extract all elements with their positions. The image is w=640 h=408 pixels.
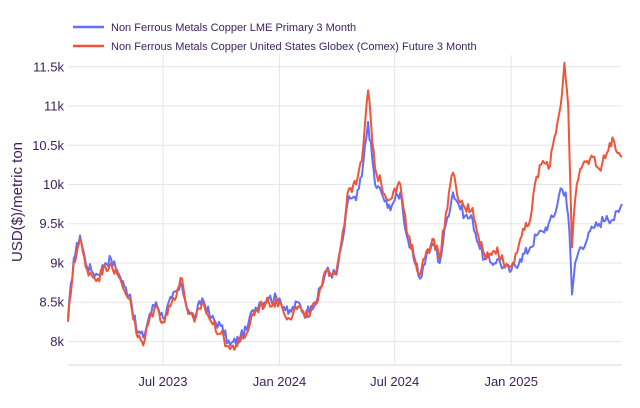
axes: 8k 8.5k 9k 9.5k 10k 10.5k 11k 11.5k Jul 2023 Jan … bbox=[32, 59, 622, 389]
y-tick-label: 10k bbox=[43, 177, 64, 192]
x-tick-label: Jan 2025 bbox=[484, 374, 538, 389]
y-tick-label: 9.5k bbox=[39, 216, 64, 231]
y-axis-label: USD($)/metric ton bbox=[9, 142, 26, 262]
y-tick-label: 8k bbox=[50, 334, 64, 349]
legend: Non Ferrous Metals Copper LME Primary 3 … bbox=[73, 22, 477, 53]
x-tick-label: Jul 2023 bbox=[138, 374, 187, 389]
legend-label: Non Ferrous Metals Copper United States … bbox=[111, 41, 477, 53]
y-tick-label: 9k bbox=[50, 255, 64, 270]
series-lines bbox=[67, 61, 623, 351]
legend-label: Non Ferrous Metals Copper LME Primary 3 … bbox=[111, 22, 356, 34]
grid bbox=[68, 55, 622, 365]
y-tick-label: 11k bbox=[44, 99, 64, 114]
x-tick-label: Jan 2024 bbox=[253, 374, 307, 389]
y-tick-label: 10.5k bbox=[32, 138, 64, 153]
x-tick-label: Jul 2024 bbox=[370, 374, 419, 389]
series-line-2 bbox=[67, 61, 623, 351]
y-tick-label: 11.5k bbox=[33, 59, 64, 74]
y-tick-label: 8.5k bbox=[39, 295, 64, 310]
